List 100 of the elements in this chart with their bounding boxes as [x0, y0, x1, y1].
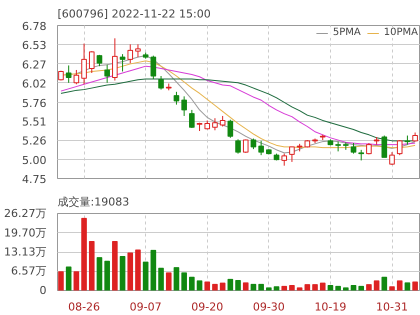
bar [181, 272, 187, 290]
bar [412, 282, 418, 290]
bar [66, 266, 72, 290]
y-tick-label: 5.00 [22, 154, 47, 168]
legend-label: 10PMA [384, 27, 418, 38]
candlestick [358, 149, 364, 161]
bar [135, 250, 141, 290]
candlestick [104, 64, 110, 84]
candlestick [242, 138, 249, 154]
bar [74, 271, 80, 290]
legend-label: 5PMA [332, 27, 361, 38]
y-tick-label: 5.26 [22, 134, 47, 148]
bar [382, 276, 388, 290]
bar [235, 280, 241, 290]
candlestick [281, 153, 288, 166]
x-tick-label: 10-19 [314, 300, 346, 314]
candlestick [212, 118, 218, 131]
bar [150, 250, 156, 290]
x-tick-label: 09-20 [191, 300, 224, 314]
bar [289, 285, 295, 290]
bar [358, 286, 364, 290]
candlestick [66, 64, 72, 84]
bar [320, 282, 326, 290]
y-tick-label: 6.78 [22, 20, 47, 33]
bar [228, 278, 234, 290]
y-tick-label: 0 [40, 284, 46, 297]
y-tick-label: 5.76 [22, 96, 47, 110]
y-tick-label: 26.27万 [4, 207, 47, 220]
bar [196, 280, 202, 290]
candlestick [150, 55, 156, 80]
candlestick [389, 152, 395, 166]
bar [312, 284, 318, 290]
bar [404, 282, 410, 290]
candlestick [235, 138, 241, 154]
bar [389, 286, 395, 290]
candlestick [181, 96, 187, 116]
bar [96, 257, 102, 290]
bar [335, 286, 341, 290]
candlestick [189, 109, 195, 128]
chart-title: [600796] 2022-11-22 15:00 [58, 8, 211, 20]
bar [104, 260, 110, 290]
candlestick [220, 115, 226, 127]
candlestick [135, 44, 141, 58]
y-tick-label: 6.53 [22, 38, 47, 52]
candlestick [258, 140, 264, 156]
y-tick-label: 13.13万 [4, 246, 47, 259]
candlestick [120, 54, 126, 72]
candlestick [88, 50, 95, 74]
bar [120, 256, 126, 290]
bar [374, 280, 380, 290]
bar [204, 282, 210, 290]
candlestick [335, 141, 341, 152]
x-tick-label: 09-07 [130, 300, 162, 314]
bar [242, 282, 249, 290]
y-tick-label: 4.75 [22, 173, 47, 186]
bar [220, 282, 226, 290]
x-tick-label: 08-26 [68, 300, 100, 314]
bar [396, 280, 403, 290]
y-tick-label: 5.51 [22, 116, 47, 129]
bar [158, 268, 164, 290]
bar [58, 271, 64, 290]
candlestick [158, 76, 164, 90]
bar [127, 252, 134, 290]
y-tick-label: 6.02 [22, 77, 47, 90]
bar [112, 241, 118, 290]
candlestick [366, 142, 372, 155]
bar [250, 284, 256, 290]
candlestick [228, 119, 234, 138]
bar [258, 284, 264, 290]
chart-title: 成交量:19083 [58, 196, 130, 208]
x-tick-label: 09-30 [252, 300, 285, 314]
candlestick [174, 91, 180, 106]
bar [366, 284, 372, 290]
bar [328, 285, 334, 290]
x-tick-label: 10-31 [376, 300, 408, 314]
y-tick-label: 19.70万 [4, 226, 47, 240]
bar [296, 287, 302, 290]
bar [88, 241, 95, 290]
bar [166, 272, 172, 290]
candlestick [396, 140, 403, 156]
candlestick [289, 146, 295, 162]
candlestick [382, 135, 388, 158]
bar [212, 284, 218, 290]
bar [274, 286, 280, 290]
bar [266, 287, 272, 290]
y-tick-label: 6.57万 [11, 264, 47, 278]
bar [81, 218, 87, 290]
bar [281, 286, 288, 290]
candlestick [404, 135, 410, 146]
bar [343, 287, 349, 290]
bar [174, 267, 180, 290]
bar [189, 276, 195, 290]
candlestick [74, 69, 80, 85]
bar [142, 262, 148, 290]
candlestick [112, 38, 118, 82]
bar [350, 285, 356, 290]
y-tick-label: 6.27 [22, 58, 47, 72]
candlestick [81, 43, 87, 85]
candlestick [250, 138, 256, 150]
bar [304, 284, 310, 290]
